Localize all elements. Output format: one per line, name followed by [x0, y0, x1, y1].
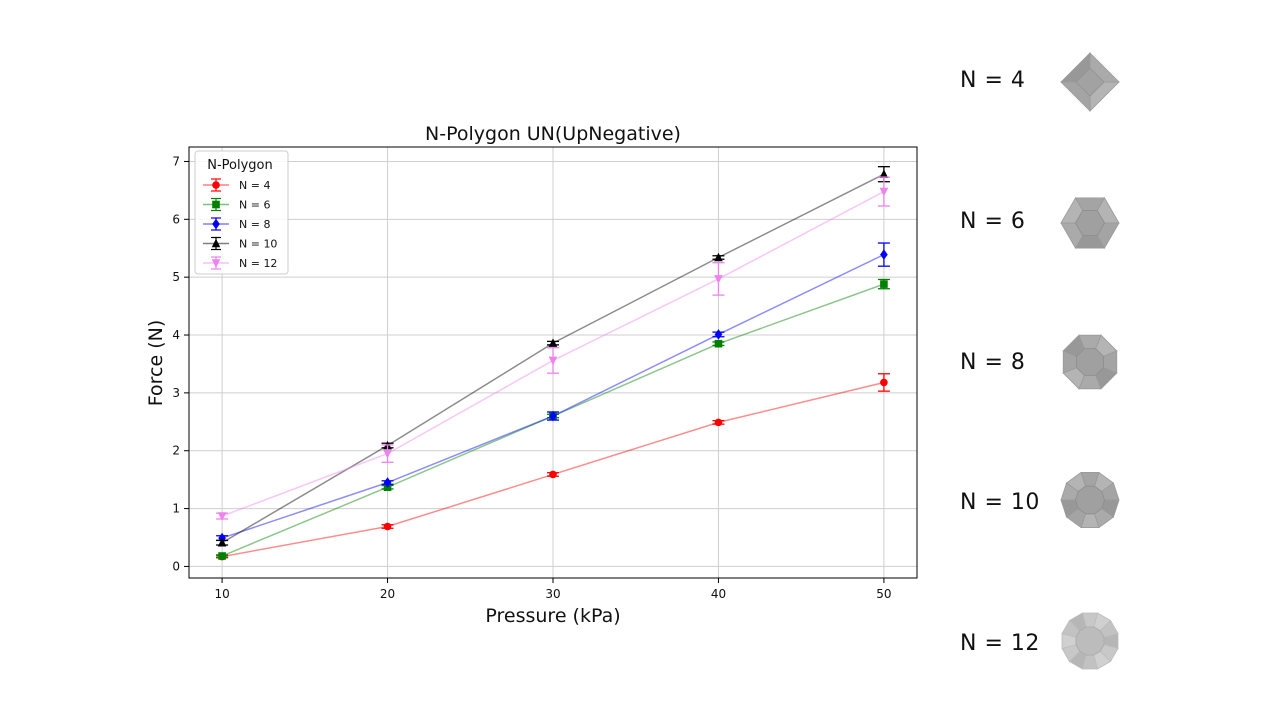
data-point: [879, 187, 889, 197]
series-n12: [216, 176, 890, 521]
data-point: [880, 378, 888, 387]
data-point: [217, 512, 227, 521]
y-tick-label: 4: [172, 328, 180, 342]
shape-label-n8: N = 8: [960, 350, 1026, 375]
legend-marker: [212, 218, 220, 230]
x-tick-label: 20: [380, 587, 395, 601]
legend-marker: [212, 200, 220, 209]
y-axis-label: Force (N): [145, 320, 167, 406]
data-point: [548, 338, 558, 347]
data-point: [880, 249, 888, 260]
chart-title: N-Polygon UN(UpNegative): [425, 123, 681, 145]
data-point: [879, 169, 889, 178]
data-point: [549, 410, 557, 422]
x-tick-label: 50: [876, 587, 891, 601]
plot-frame: [188, 146, 918, 579]
shape-label-n12: N = 12: [960, 631, 1040, 656]
y-tick-label: 5: [172, 270, 180, 284]
octagonal-frustum-icon: [1062, 334, 1118, 390]
legend-label: N = 10: [239, 238, 277, 251]
y-tick-label: 1: [172, 502, 180, 516]
x-tick-label: 30: [545, 587, 560, 601]
legend: N-Polygon N = 4 N = 6 N = 8 N = 10 N = 12: [194, 150, 289, 275]
legend-marker: [211, 259, 221, 268]
data-point: [714, 329, 723, 340]
data-point: [218, 552, 226, 560]
data-point: [217, 537, 227, 547]
y-tick-label: 6: [172, 212, 180, 226]
legend-label: N = 4: [239, 179, 270, 192]
y-tick-label: 3: [172, 386, 180, 400]
shape-label-n10: N = 10: [960, 490, 1040, 515]
data-point: [383, 477, 392, 488]
data-point: [714, 339, 723, 348]
data-point: [548, 356, 558, 366]
shape-label-n4: N = 4: [960, 68, 1026, 93]
square-pyramid-icon: [1060, 52, 1120, 112]
data-point: [714, 275, 723, 284]
x-tick-label: 40: [711, 587, 726, 601]
y-tick-label: 0: [172, 559, 180, 573]
legend-label: N = 8: [239, 218, 270, 231]
data-point: [383, 449, 392, 459]
x-tick-label: 10: [214, 587, 229, 601]
hexagonal-frustum-icon: [1060, 197, 1120, 249]
legend-marker: [212, 181, 220, 189]
legend-label: N = 12: [239, 257, 277, 270]
dodecagonal-frustum-icon: [1061, 612, 1119, 670]
x-axis-label: Pressure (kPa): [485, 605, 620, 627]
data-point: [549, 470, 557, 479]
legend-marker: [211, 238, 221, 248]
y-tick-label: 7: [172, 154, 180, 168]
data-point: [880, 280, 888, 288]
data-point: [714, 418, 723, 427]
decagonal-frustum-icon: [1060, 471, 1120, 529]
legend-label: N = 6: [239, 199, 270, 212]
y-tick-label: 2: [172, 444, 180, 458]
legend-title: N-Polygon: [207, 158, 273, 173]
data-point: [714, 252, 723, 262]
data-point: [383, 522, 392, 531]
shape-label-n6: N = 6: [960, 209, 1026, 234]
